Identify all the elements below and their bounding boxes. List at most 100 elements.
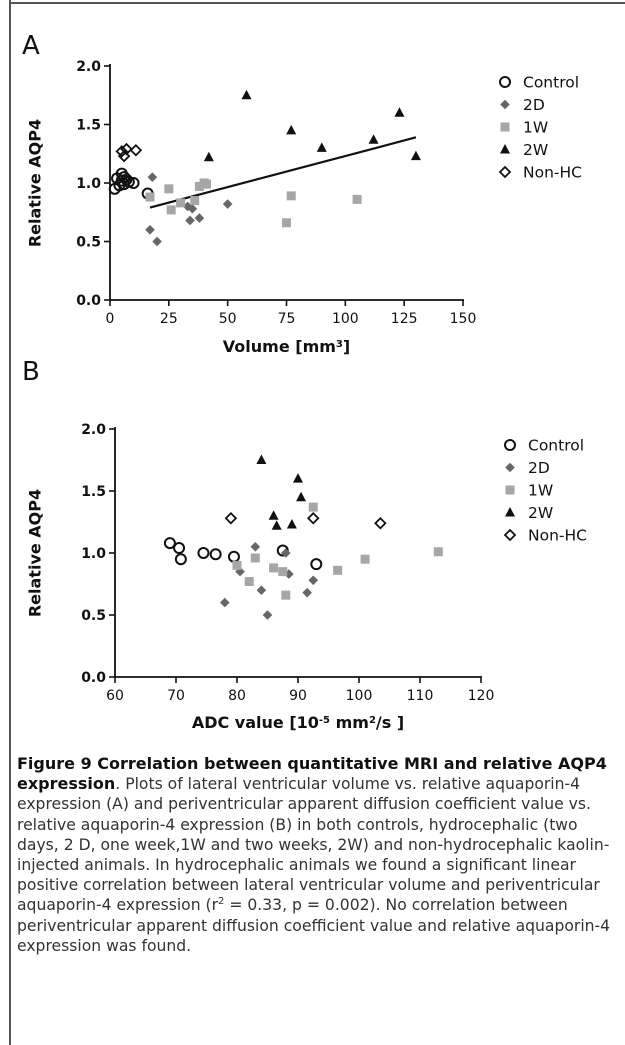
data-point [310, 558, 323, 571]
data-point [286, 124, 297, 135]
data-point [282, 218, 291, 228]
data-point [232, 560, 242, 570]
data-point [209, 548, 222, 561]
legend-label: 2D [528, 459, 550, 477]
series-2w [256, 454, 307, 530]
data-point [281, 548, 291, 558]
data-point [256, 585, 267, 595]
data-point [368, 134, 379, 144]
panel-label: A [22, 31, 40, 61]
legend-label: Control [523, 74, 579, 92]
legend-marker [505, 507, 515, 517]
data-point [268, 510, 279, 520]
data-point [306, 512, 320, 525]
panel-label: B [22, 357, 40, 387]
data-point [333, 565, 343, 575]
data-point [145, 225, 155, 235]
y-tick-label: 1.5 [76, 118, 101, 134]
data-point [187, 203, 198, 214]
data-point [302, 587, 312, 598]
x-tick-label: 110 [407, 688, 434, 704]
data-point [286, 191, 296, 201]
caption-superscript: 2 [218, 896, 225, 908]
series-1w [232, 502, 443, 600]
data-point [152, 236, 162, 247]
legend-label: 1W [523, 119, 548, 137]
x-tick-label: 25 [160, 311, 178, 327]
legend-label: Control [528, 437, 584, 455]
legend: Control 2D 1W 2W Non-HC [498, 74, 582, 182]
data-point [166, 205, 176, 215]
data-point [224, 512, 238, 525]
data-point [201, 179, 211, 189]
figure-caption: Figure 9 Correlation between quantitativ… [17, 754, 617, 956]
legend-label: 1W [528, 482, 553, 500]
data-point [410, 150, 421, 161]
x-tick-label: 90 [289, 688, 307, 704]
x-tick-label: 120 [468, 688, 495, 704]
data-point [256, 454, 267, 464]
data-point [271, 520, 282, 530]
x-tick-label: 0 [106, 311, 115, 327]
data-point [197, 547, 210, 559]
legend-label: Non-HC [523, 164, 582, 182]
data-point [120, 173, 133, 186]
data-point [147, 172, 158, 182]
y-tick-label: 1.0 [81, 546, 106, 562]
x-axis-label: ADC value [10-5 mm2/s ] [192, 713, 404, 732]
data-point [203, 151, 214, 162]
x-tick-label: 60 [106, 688, 124, 704]
series-non-hc [224, 512, 387, 530]
data-point [115, 145, 129, 158]
y-tick-label: 0.5 [76, 235, 101, 251]
data-point [293, 473, 303, 483]
legend-marker [500, 144, 510, 154]
data-point [174, 553, 187, 566]
y-tick-label: 2.0 [76, 59, 101, 75]
x-tick-label: 100 [346, 688, 373, 704]
legend-marker [505, 485, 515, 495]
panel-a: A 0.0 0.5 1.0 1.5 2.0 0 25 50 75 100 125 150 Volume [… [22, 31, 582, 356]
data-point [194, 182, 204, 192]
data-point [222, 199, 233, 209]
legend-marker [503, 528, 517, 542]
regression-line [149, 136, 417, 209]
figure-frame-left [9, 0, 11, 1045]
data-point [296, 491, 307, 502]
caption-body-part-2: = 0.33, p = 0.002). No correlation betwe… [17, 896, 611, 955]
data-point [227, 550, 240, 563]
data-point [127, 177, 140, 189]
data-point [262, 610, 273, 620]
data-point [185, 215, 195, 226]
legend: Control 2D 1W 2W Non-HC [503, 437, 587, 545]
y-tick-label: 2.0 [81, 422, 106, 438]
x-tick-label: 80 [228, 688, 246, 704]
series-2d [145, 172, 233, 247]
data-point [308, 502, 318, 512]
legend-marker [500, 99, 510, 110]
x-tick-label: 75 [278, 311, 296, 327]
figure-panels: A 0.0 0.5 1.0 1.5 2.0 0 25 50 75 100 125 150 Volume [… [22, 31, 587, 732]
series-control [163, 537, 323, 571]
data-point [286, 518, 297, 529]
data-point [244, 577, 254, 587]
data-point [176, 198, 186, 208]
figure-frame-top [9, 2, 625, 4]
legend-marker [504, 439, 516, 451]
caption-body-part-1: . Plots of lateral ventricular volume vs… [17, 775, 610, 915]
legend-marker [499, 76, 511, 88]
series-2d [220, 542, 319, 620]
series-control [108, 167, 154, 200]
x-tick-label: 70 [167, 688, 185, 704]
data-point [173, 542, 186, 555]
data-point [122, 175, 135, 188]
data-point [163, 537, 176, 550]
y-tick-label: 0.0 [76, 293, 101, 309]
data-point [394, 107, 405, 117]
legend-marker [498, 165, 512, 179]
series-2w [203, 89, 421, 162]
panel-b: B 0.0 0.5 1.0 1.5 2.0 60 70 80 90 100 110 120 ADC val… [22, 357, 587, 732]
y-tick-label: 0.5 [81, 608, 106, 624]
x-tick-label: 150 [450, 311, 477, 327]
x-tick-label: 50 [219, 311, 237, 327]
